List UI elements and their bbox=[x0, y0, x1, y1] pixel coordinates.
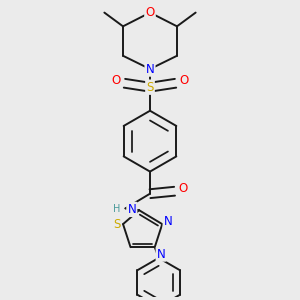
Text: S: S bbox=[146, 81, 154, 94]
Text: N: N bbox=[128, 203, 136, 216]
Text: O: O bbox=[111, 74, 120, 87]
Text: O: O bbox=[146, 6, 154, 19]
Text: O: O bbox=[180, 74, 189, 87]
Text: N: N bbox=[157, 248, 166, 260]
Text: S: S bbox=[113, 218, 121, 231]
Text: N: N bbox=[146, 62, 154, 76]
Text: N: N bbox=[164, 215, 172, 228]
Text: O: O bbox=[179, 182, 188, 195]
Text: H: H bbox=[113, 204, 121, 214]
